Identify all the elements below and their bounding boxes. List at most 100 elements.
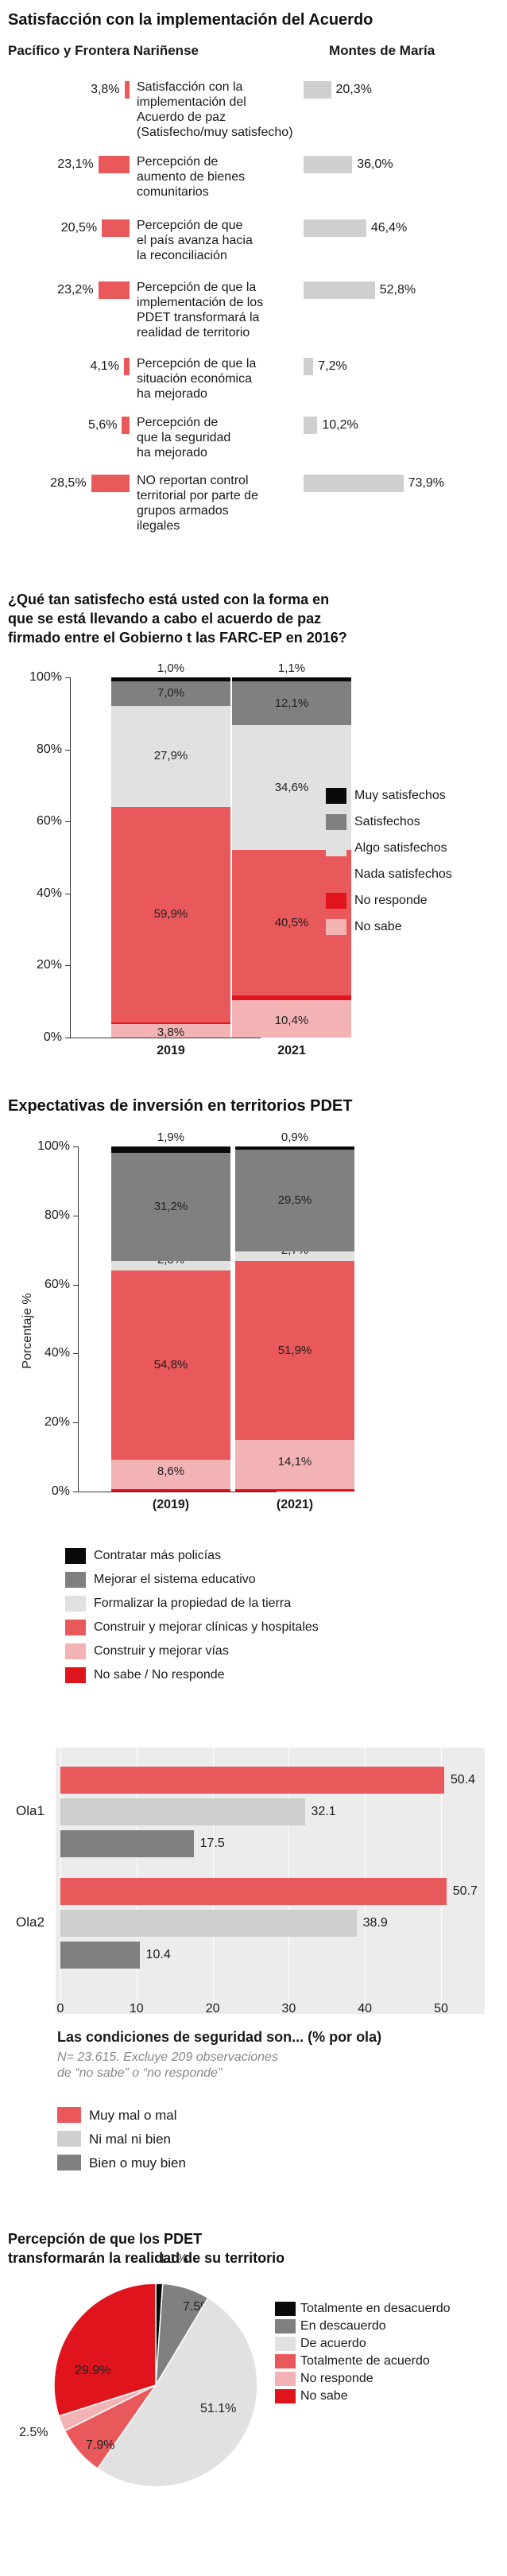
y-tick-mark xyxy=(73,1284,78,1286)
legend-label: De acuerdo xyxy=(300,2337,366,2350)
hbar xyxy=(60,1878,447,1905)
category-label-line: grupos armados xyxy=(137,504,229,518)
right-value-label: 20,3% xyxy=(335,83,372,96)
y-axis-line xyxy=(70,677,71,1038)
segment-value-label: 59,9% xyxy=(153,907,188,921)
bar-segment xyxy=(111,1260,230,1271)
legend-swatch xyxy=(326,867,346,883)
bar-segment xyxy=(111,1270,230,1460)
category-label-line: ha mejorado xyxy=(137,446,207,460)
hbar-value-label: 17.5 xyxy=(199,1837,225,1850)
section2-title: ¿Qué tan satisfecho está usted con la fo… xyxy=(8,590,347,647)
legend-swatch xyxy=(275,2372,296,2386)
hbar-value-label: 10.4 xyxy=(145,1948,171,1961)
bar-segment xyxy=(111,1488,230,1492)
pie-slice xyxy=(96,2297,258,2488)
bar-segment xyxy=(111,681,230,707)
legend-swatch xyxy=(65,1596,86,1612)
legend-label: No responde xyxy=(300,2372,373,2385)
category-label-line: que la seguridad xyxy=(137,431,231,444)
legend-swatch xyxy=(326,788,346,804)
y-tick-label: 0% xyxy=(51,1484,70,1498)
legend-label: Nada satisfechos xyxy=(354,867,452,881)
hbar xyxy=(60,1942,140,1969)
legend-swatch xyxy=(65,1548,86,1564)
x-tick-label: 20 xyxy=(205,2002,220,2015)
bar-segment xyxy=(232,999,351,1038)
legend-label: Totalmente en desacuerdo xyxy=(300,2302,451,2315)
segment-value-label: 1,0% xyxy=(157,661,185,675)
legend-label: Construir y mejorar vías xyxy=(94,1644,229,1658)
section4-note: N= 23.615. Excluye 209 observaciones de … xyxy=(57,2050,278,2081)
hbar-value-label: 32.1 xyxy=(311,1805,336,1818)
category-label: Percepción de que la seguridad ha mejorado xyxy=(137,415,296,460)
bar-segment xyxy=(232,681,351,726)
section1-title: Satisfacción con la implementación del A… xyxy=(8,11,373,29)
category-label-line: Percepción de que xyxy=(137,219,243,232)
category-label-line: situación económica xyxy=(137,372,252,386)
left-bar xyxy=(122,417,130,434)
segment-value-label: 0,9% xyxy=(281,1131,309,1145)
section3-title: Expectativas de inversión en territorios… xyxy=(8,1097,353,1115)
legend-label: Mejorar el sistema educativo xyxy=(94,1573,256,1586)
bar-segment xyxy=(111,677,230,681)
hbar-value-label: 50.7 xyxy=(452,1884,478,1898)
y-category-label: Ola2 xyxy=(16,1915,45,1930)
legend-swatch xyxy=(275,2302,296,2316)
section4-note-line2: de “no sabe” o “no responde” xyxy=(57,2066,223,2080)
legend-label: Muy mal o mal xyxy=(89,2108,177,2123)
hbar xyxy=(60,1767,444,1794)
right-value-label: 36,0% xyxy=(357,157,393,171)
section5-title: Percepción de que los PDET transformarán… xyxy=(8,2229,284,2268)
legend-label: Construir y mejorar clínicas y hospitale… xyxy=(94,1620,319,1634)
y-tick-label: 20% xyxy=(36,958,62,972)
pie-slice xyxy=(53,2283,157,2417)
left-bar xyxy=(124,358,130,375)
category-label: Percepción de que la situación económica h… xyxy=(137,356,296,402)
bar-segment xyxy=(111,1022,230,1024)
segment-value-label: 1,1% xyxy=(277,661,306,676)
legend-swatch xyxy=(275,2319,296,2334)
left-value-label: 23,2% xyxy=(57,283,94,297)
x-tick-label: 2019 xyxy=(157,1044,185,1057)
legend-swatch xyxy=(65,1667,86,1683)
bar-segment xyxy=(235,1251,354,1262)
right-value-label: 46,4% xyxy=(370,221,408,235)
right-value-label: 73,9% xyxy=(408,476,444,490)
left-bar xyxy=(124,81,130,99)
y-tick-label: 60% xyxy=(44,1277,70,1291)
right-bar xyxy=(304,156,353,173)
bar-segment xyxy=(235,1146,354,1150)
category-label: Percepción de aumento de bienes comunitari… xyxy=(137,154,296,200)
left-bar xyxy=(98,156,130,173)
bar-segment xyxy=(235,1150,354,1252)
y-tick-label: 40% xyxy=(44,1346,70,1360)
x-tick-label: 0 xyxy=(56,2002,64,2015)
category-label-line: implementación del xyxy=(137,95,246,109)
left-value-label: 20,5% xyxy=(60,221,98,235)
legend-swatch xyxy=(65,1572,86,1588)
category-label-line: territorial por parte de xyxy=(137,489,258,502)
legend-swatch xyxy=(57,2131,81,2147)
legend-swatch xyxy=(326,840,346,856)
category-label-line: realidad de territorio xyxy=(137,326,250,339)
left-bar xyxy=(102,219,130,237)
y-tick-mark xyxy=(65,677,70,678)
category-label-line: NO reportan control xyxy=(137,474,249,487)
section2-title-line2: que se está llevando a cabo el acuerdo d… xyxy=(8,611,322,627)
legend-swatch xyxy=(326,893,346,909)
legend-label: Formalizar la propiedad de la tierra xyxy=(94,1596,292,1610)
pie-slice-label: 51.1% xyxy=(200,2402,236,2415)
bar-segment xyxy=(235,1488,354,1492)
category-label-line: Percepción de xyxy=(137,416,219,429)
left-value-label: 5,6% xyxy=(88,418,118,432)
section5-title-line2: transformarán la realidad de su territor… xyxy=(8,2250,285,2266)
bar-segment xyxy=(111,1459,230,1489)
segment-value-label: 10,4% xyxy=(274,1014,309,1028)
category-label: Percepción de que el país avanza hacia la … xyxy=(137,218,296,263)
hbar xyxy=(60,1910,357,1937)
legend-label: Bien o muy bien xyxy=(89,2155,186,2171)
x-tick-label: (2019) xyxy=(152,1498,190,1511)
category-label-line: (Satisfecho/muy satisfecho) xyxy=(137,126,293,139)
